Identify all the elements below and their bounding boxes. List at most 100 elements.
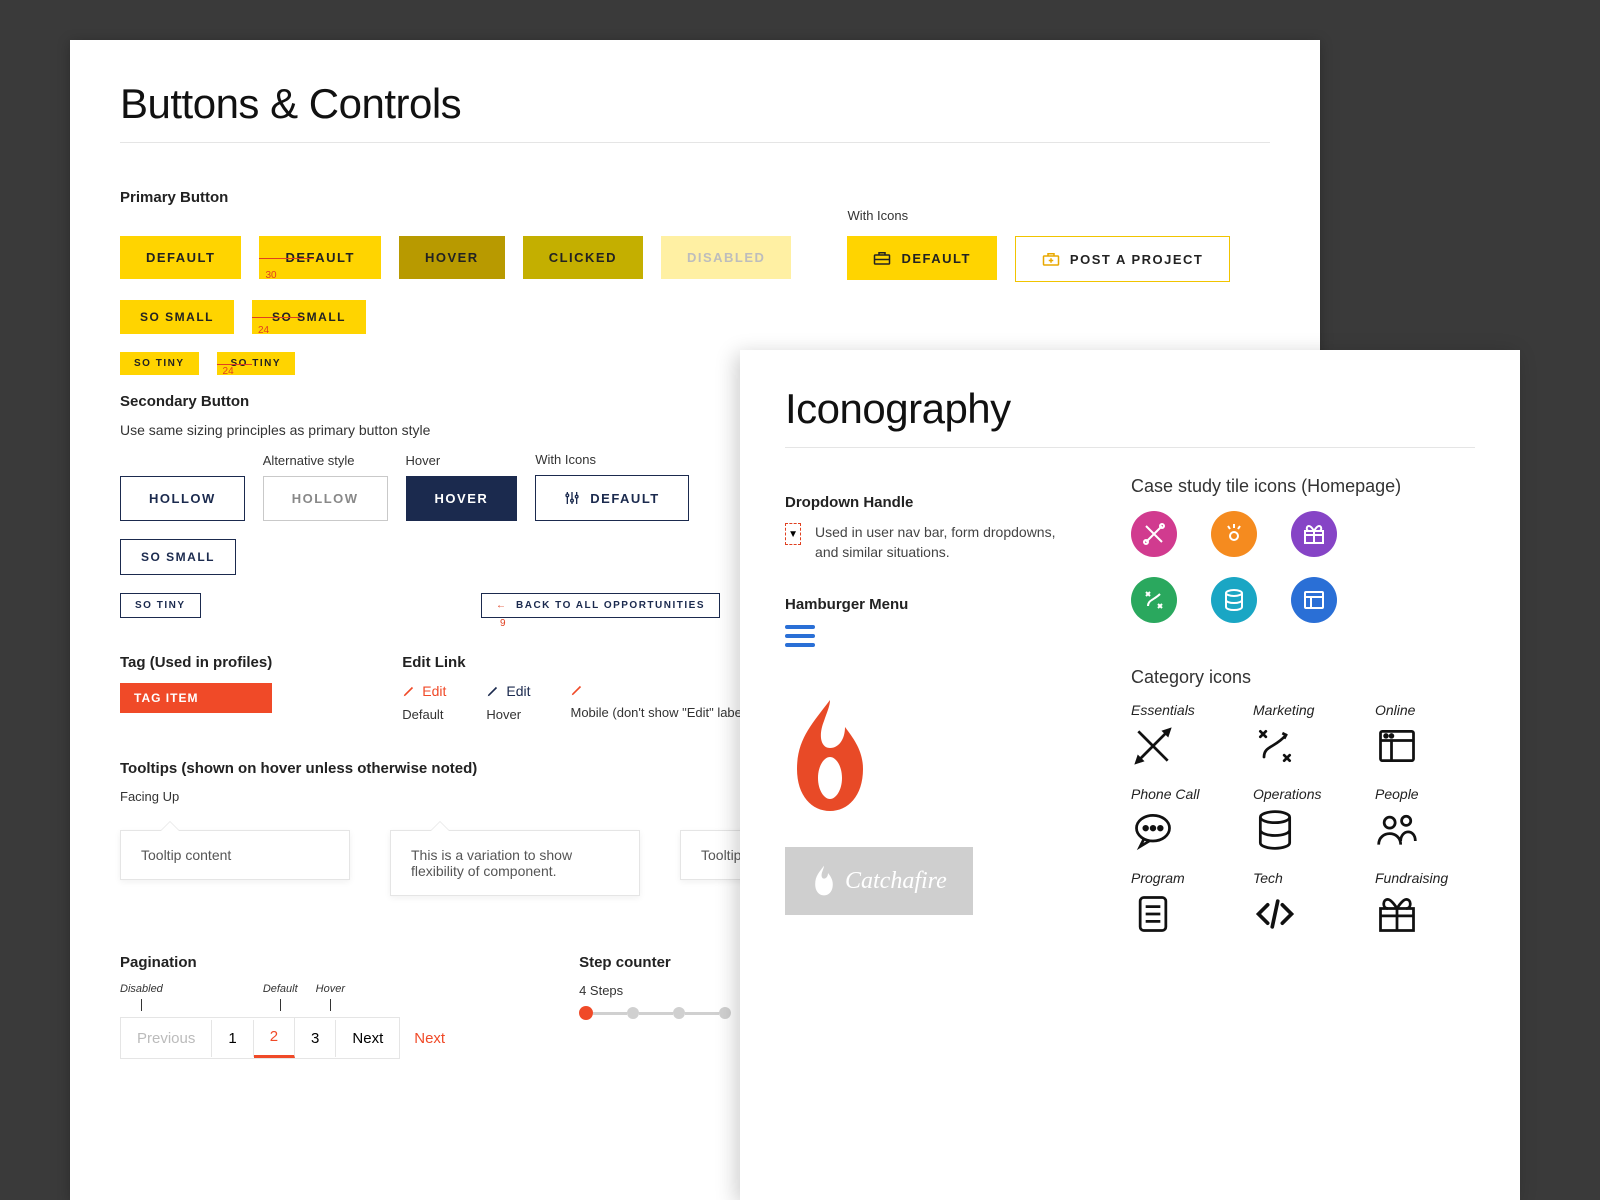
secondary-icon-default-button[interactable]: DEFAULT xyxy=(535,475,688,521)
pagination-disabled-label: Disabled xyxy=(120,983,163,995)
primary-default-button[interactable]: DEFAULT xyxy=(120,236,241,279)
primary-button-heading: Primary Button xyxy=(120,189,228,206)
hover-label: Hover xyxy=(406,453,518,468)
logo-text: Catchafire xyxy=(845,868,947,895)
step-dot xyxy=(673,1007,685,1019)
tech-icon xyxy=(1253,892,1297,936)
tick-line xyxy=(280,999,281,1011)
primary-icon-default-button[interactable]: DEFAULT xyxy=(847,236,996,280)
tile-icon-window xyxy=(1291,577,1337,623)
category-online: Online xyxy=(1375,702,1475,768)
category-label: Essentials xyxy=(1131,702,1231,718)
primary-tiny-button[interactable]: SO TINY xyxy=(120,352,199,375)
button-label: POST A PROJECT xyxy=(1070,252,1203,267)
flame-icon xyxy=(785,697,875,817)
dropdown-desc: Used in user nav bar, form dropdowns, an… xyxy=(815,523,1081,562)
tooltip-text: Tooltip content xyxy=(141,847,231,863)
category-icon-grid: Essentials Marketing Online Phone Call O… xyxy=(1131,702,1475,936)
catchafire-logo: Catchafire xyxy=(785,847,973,915)
category-phone-call: Phone Call xyxy=(1131,786,1231,852)
with-icons-label: With Icons xyxy=(847,208,908,223)
tag-item[interactable]: TAG ITEM xyxy=(120,683,272,713)
back-all-opportunities-button[interactable]: ← BACK TO ALL OPPORTUNITIES 9 xyxy=(481,593,720,618)
edit-link-heading: Edit Link xyxy=(402,654,749,671)
pagination-next-hover[interactable]: Next xyxy=(400,1020,459,1057)
secondary-hollow-alt-button[interactable]: HOLLOW xyxy=(263,476,388,521)
button-label: BACK TO ALL OPPORTUNITIES xyxy=(516,600,705,611)
pagination-page-2[interactable]: 2 xyxy=(254,1018,295,1058)
essentials-icon xyxy=(1131,724,1175,768)
pagination: Previous 1 2 3 Next xyxy=(120,1017,400,1059)
category-marketing: Marketing xyxy=(1253,702,1353,768)
button-label: DEFAULT xyxy=(901,251,970,266)
button-label: DEFAULT xyxy=(590,491,659,506)
tick-line xyxy=(330,999,331,1011)
category-label: Tech xyxy=(1253,870,1353,886)
pagination-page-1[interactable]: 1 xyxy=(212,1020,253,1057)
primary-hover-button[interactable]: HOVER xyxy=(399,236,505,279)
edit-mobile-label: Mobile (don't show "Edit" label) xyxy=(570,705,749,720)
category-label: Phone Call xyxy=(1131,786,1231,802)
online-icon xyxy=(1375,724,1419,768)
secondary-with-icons-label: With Icons xyxy=(535,452,688,467)
secondary-hover-button[interactable]: HOVER xyxy=(406,476,518,521)
primary-tiny-spec-button[interactable]: SO TINY xyxy=(217,352,296,375)
marketing-icon xyxy=(1253,724,1297,768)
pagination-heading: Pagination xyxy=(120,954,459,971)
secondary-hollow-button[interactable]: HOLLOW xyxy=(120,476,245,521)
edit-text: Edit xyxy=(506,683,530,699)
divider xyxy=(120,142,1270,143)
secondary-small-button[interactable]: SO SMALL xyxy=(120,539,236,575)
pagination-page-3[interactable]: 3 xyxy=(295,1020,336,1057)
pagination-default-label: Default xyxy=(263,983,298,995)
pagination-hover-label: Hover xyxy=(316,983,345,995)
category-label: Online xyxy=(1375,702,1475,718)
fundraising-icon xyxy=(1375,892,1419,936)
page-title: Buttons & Controls xyxy=(120,80,1270,128)
category-tech: Tech xyxy=(1253,870,1353,936)
edit-link-hover[interactable]: Edit xyxy=(486,683,530,699)
category-label: People xyxy=(1375,786,1475,802)
tick-line xyxy=(141,999,142,1011)
category-icons-heading: Category icons xyxy=(1131,667,1475,688)
operations-icon xyxy=(1253,808,1297,852)
edit-link-mobile[interactable] xyxy=(570,683,749,697)
tile-icon-strategy xyxy=(1131,577,1177,623)
case-study-icon-grid xyxy=(1131,511,1475,623)
secondary-tiny-button[interactable]: SO TINY xyxy=(120,593,201,618)
primary-default-spec-button[interactable]: DEFAULT xyxy=(259,236,380,279)
primary-small-button[interactable]: SO SMALL xyxy=(120,300,234,334)
post-project-button[interactable]: POST A PROJECT xyxy=(1015,236,1230,282)
primary-small-spec-button[interactable]: SO SMALL xyxy=(252,300,366,334)
spec-annotation: 9 xyxy=(500,618,506,629)
tooltip-text: This is a variation to show flexibility … xyxy=(411,847,572,879)
pencil-icon xyxy=(570,683,584,697)
step-dot xyxy=(627,1007,639,1019)
edit-link-default[interactable]: Edit xyxy=(402,683,446,699)
hamburger-icon[interactable] xyxy=(785,625,1081,647)
category-program: Program xyxy=(1131,870,1231,936)
tile-icon-database xyxy=(1211,577,1257,623)
tooltip-up-2: This is a variation to show flexibility … xyxy=(390,830,640,896)
tile-icon-spark xyxy=(1211,511,1257,557)
dropdown-handle-heading: Dropdown Handle xyxy=(785,494,1081,511)
category-essentials: Essentials xyxy=(1131,702,1231,768)
briefcase-plus-icon xyxy=(1042,251,1060,267)
primary-disabled-button: DISABLED xyxy=(661,236,791,279)
hamburger-heading: Hamburger Menu xyxy=(785,596,1081,613)
pagination-next[interactable]: Next xyxy=(336,1020,399,1057)
dropdown-handle-icon[interactable]: ▼ xyxy=(785,523,801,545)
edit-text: Edit xyxy=(422,683,446,699)
phone-call-icon xyxy=(1131,808,1175,852)
category-operations: Operations xyxy=(1253,786,1353,852)
briefcase-icon xyxy=(873,250,891,266)
case-study-heading: Case study tile icons (Homepage) xyxy=(1131,476,1475,497)
pencil-icon xyxy=(486,684,500,698)
tag-heading: Tag (Used in profiles) xyxy=(120,654,272,671)
sliders-icon xyxy=(564,490,580,506)
pencil-icon xyxy=(402,684,416,698)
edit-hover-label: Hover xyxy=(486,707,530,722)
tooltip-up-1: Tooltip content xyxy=(120,830,350,880)
primary-clicked-button[interactable]: CLICKED xyxy=(523,236,643,279)
tile-icon-gift xyxy=(1291,511,1337,557)
